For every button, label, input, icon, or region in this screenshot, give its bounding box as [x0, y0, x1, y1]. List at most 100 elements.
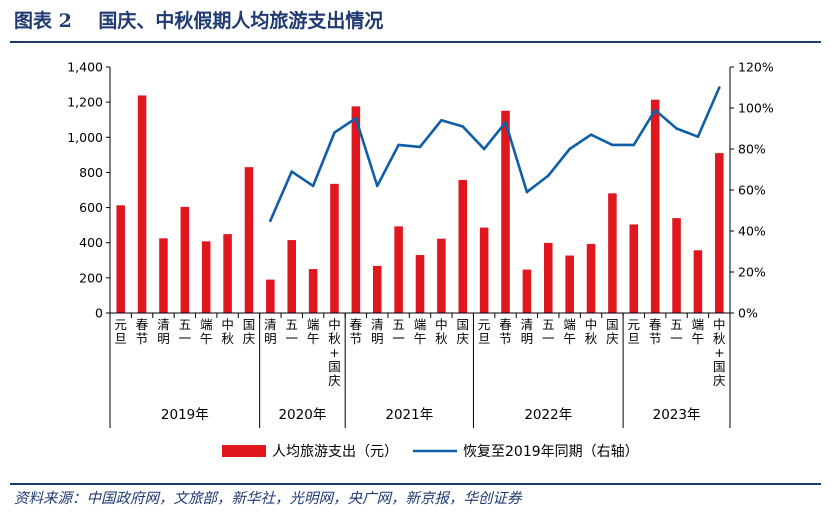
left-tick-label-3: 600: [79, 200, 103, 215]
bar-19: [522, 269, 532, 313]
category-label-22: 中秋: [585, 317, 598, 346]
right-tick-label-1: 20%: [738, 265, 766, 280]
legend-bar-swatch: [222, 445, 266, 457]
bar-11: [351, 106, 361, 313]
recovery-point-9: [311, 184, 315, 188]
recovery-point-27: [696, 135, 700, 138]
recovery-point-10: [333, 131, 336, 134]
right-tick-label-2: 40%: [738, 224, 766, 239]
legend-bar-label: 人均旅游支出（元）: [272, 444, 398, 460]
right-tick-label-0: 0%: [738, 306, 758, 321]
bar-18: [501, 110, 510, 313]
right-tick-label-3: 60%: [738, 183, 766, 198]
recovery-point-7: [269, 219, 272, 223]
category-label-2: 清明: [157, 317, 170, 346]
bar-10: [330, 183, 339, 313]
recovery-point-23: [611, 143, 614, 147]
category-label-9: 端午: [307, 317, 320, 346]
category-label-24: 元旦: [628, 317, 641, 346]
category-label-19: 清明: [521, 317, 534, 346]
bar-4: [201, 241, 211, 313]
category-label-28: 中秋+国庆: [713, 317, 726, 388]
category-label-6: 国庆: [243, 317, 256, 346]
left-tick-label-1: 200: [79, 270, 103, 285]
bar-28: [715, 153, 724, 313]
left-tick-label-7: 1,400: [67, 60, 103, 75]
recovery-point-20: [546, 174, 550, 177]
bar-8: [287, 240, 296, 313]
top-rule: [10, 41, 821, 43]
bar-26: [672, 218, 681, 313]
bar-6: [244, 167, 254, 313]
category-label-17: 元旦: [478, 317, 491, 346]
category-label-1: 春节: [136, 317, 149, 346]
bar-1: [137, 95, 147, 313]
recovery-point-22: [589, 133, 593, 136]
source-note: 资料来源：中国政府网，文旅部，新华社，光明网，央广网，新京报，华创证券: [14, 491, 522, 507]
bar-20: [544, 242, 553, 313]
recovery-point-24: [632, 143, 636, 147]
category-label-13: 五一: [392, 317, 405, 346]
recovery-point-12: [375, 184, 379, 188]
right-tick-label-6: 120%: [738, 60, 774, 75]
right-tick-label-5: 100%: [738, 101, 774, 116]
bar-23: [608, 193, 617, 313]
category-label-25: 春节: [649, 317, 662, 346]
figure-title-text: 国庆、中秋假期人均旅游支出情况: [98, 10, 384, 32]
recovery-line: [269, 86, 721, 222]
category-label-20: 五一: [542, 317, 555, 346]
bar-9: [308, 269, 318, 313]
recovery-point-11: [354, 116, 358, 120]
category-label-11: 春节: [350, 317, 363, 346]
recovery-point-21: [568, 147, 571, 151]
left-tick-label-6: 1,200: [67, 95, 103, 110]
year-label-4: 2023年: [653, 407, 701, 423]
recovery-point-14: [418, 145, 422, 149]
category-label-0: 元旦: [114, 317, 127, 346]
category-label-26: 五一: [670, 317, 683, 346]
year-label-2: 2021年: [385, 407, 433, 423]
bar-13: [394, 226, 403, 313]
bar-0: [116, 205, 125, 313]
recovery-point-15: [440, 119, 443, 122]
category-label-23: 国庆: [606, 317, 619, 346]
bar-14: [415, 255, 425, 313]
bar-22: [586, 243, 596, 313]
bottom-rule: [10, 483, 821, 485]
bar-5: [223, 234, 232, 313]
category-label-8: 五一: [285, 317, 298, 346]
figure-title: 图表 2 国庆、中秋假期人均旅游支出情况: [14, 6, 383, 36]
bar-17: [479, 227, 489, 313]
category-label-3: 五一: [179, 317, 192, 346]
bar-2: [159, 238, 168, 313]
category-label-27: 端午: [692, 317, 705, 346]
category-label-7: 清明: [264, 317, 277, 346]
left-tick-label-4: 800: [79, 165, 103, 180]
category-label-16: 国庆: [457, 317, 470, 346]
category-label-12: 清明: [371, 317, 384, 346]
bar-24: [629, 224, 639, 313]
year-label-1: 2020年: [278, 407, 326, 423]
left-tick-label-2: 400: [79, 235, 103, 250]
bar-15: [437, 238, 446, 313]
recovery-point-19: [525, 190, 529, 194]
bar-7: [266, 279, 275, 313]
recovery-point-17: [482, 147, 486, 151]
right-tick-label-4: 80%: [738, 142, 766, 157]
category-label-18: 春节: [499, 317, 512, 346]
left-tick-label-5: 1,000: [67, 130, 103, 145]
bar-21: [565, 255, 574, 313]
category-label-15: 中秋: [435, 317, 448, 346]
year-label-0: 2019年: [161, 407, 209, 423]
category-label-4: 端午: [200, 317, 213, 346]
left-tick-label-0: 0: [95, 306, 103, 321]
category-label-14: 端午: [414, 317, 427, 346]
recovery-point-8: [290, 170, 294, 173]
recovery-point-16: [461, 125, 465, 128]
recovery-point-13: [397, 143, 400, 147]
recovery-point-25: [653, 108, 657, 112]
recovery-point-26: [675, 127, 678, 130]
year-label-3: 2022年: [524, 407, 572, 423]
category-label-5: 中秋: [221, 317, 234, 346]
bar-16: [458, 179, 468, 313]
